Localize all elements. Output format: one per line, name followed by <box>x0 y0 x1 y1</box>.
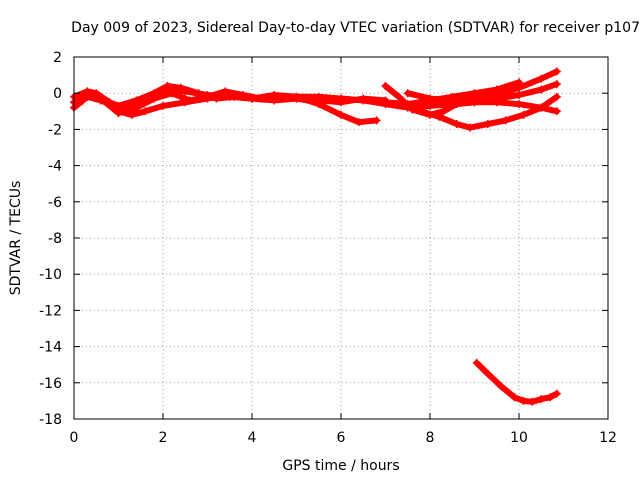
data-point <box>314 92 323 101</box>
y-tick-label: -18 <box>39 412 62 428</box>
data-point <box>292 92 301 101</box>
data-point <box>221 87 230 96</box>
data-point <box>448 96 457 105</box>
y-tick-label: 0 <box>53 86 62 102</box>
data-point <box>167 89 176 98</box>
data-point <box>552 80 561 89</box>
data-point <box>337 110 345 119</box>
data-point <box>96 94 105 103</box>
data-point <box>510 393 519 402</box>
y-axis-label: SDTVAR / TECUs <box>8 181 24 296</box>
data-point <box>501 116 510 125</box>
data-point <box>537 395 546 404</box>
data-point <box>439 107 448 116</box>
data-point <box>403 89 412 98</box>
y-tick-label: -10 <box>39 267 62 283</box>
data-point <box>515 83 523 92</box>
data-point <box>114 101 123 110</box>
data-point <box>239 91 248 100</box>
data-point <box>472 358 481 367</box>
data-point <box>359 96 368 105</box>
x-tick-label: 10 <box>510 430 528 446</box>
data-point <box>515 100 523 109</box>
chart-title: Day 009 of 2023, Sidereal Day-to-day VTE… <box>71 20 640 36</box>
data-point <box>394 92 403 101</box>
data-point <box>185 96 194 105</box>
data-point <box>163 81 172 90</box>
data-point <box>537 103 546 112</box>
series-group <box>70 67 561 406</box>
data-point <box>127 110 136 119</box>
data-point <box>519 396 528 405</box>
series-track-h <box>472 358 561 406</box>
x-tick-label: 0 <box>70 430 79 446</box>
data-point <box>381 81 390 90</box>
data-point <box>434 112 443 121</box>
data-point <box>150 94 159 103</box>
x-tick-label: 12 <box>599 430 617 446</box>
data-point <box>426 94 434 103</box>
data-point <box>515 91 523 100</box>
data-point <box>372 116 381 125</box>
data-point <box>132 96 141 105</box>
y-tick-label: -8 <box>48 231 62 247</box>
data-point <box>537 85 546 94</box>
y-tick-label: -12 <box>39 303 62 319</box>
x-axis-label: GPS time / hours <box>282 458 399 474</box>
y-tick-label: -2 <box>48 122 62 138</box>
series-track-g <box>403 67 561 105</box>
data-point <box>466 123 475 132</box>
data-point <box>176 83 185 92</box>
data-point <box>92 89 101 98</box>
data-point <box>141 107 150 116</box>
data-point <box>314 100 323 109</box>
data-point <box>483 119 492 128</box>
data-point <box>452 119 461 128</box>
y-tick-label: -16 <box>39 376 62 392</box>
data-point <box>354 118 363 127</box>
data-point <box>552 389 561 398</box>
data-point <box>483 369 492 378</box>
x-tick-label: 4 <box>248 430 257 446</box>
x-tick-label: 2 <box>159 430 168 446</box>
data-point <box>83 87 92 96</box>
data-point <box>132 103 141 112</box>
data-point <box>114 109 123 118</box>
data-point <box>552 92 561 101</box>
axis-ticks: 0 2 4 6 8 10 12 2 0 -2 -4 -6 -8 -10 -12 -14 -16 -18 <box>39 50 617 446</box>
data-point <box>78 96 87 105</box>
data-point <box>417 107 426 116</box>
data-point <box>274 92 283 101</box>
y-tick-label: -4 <box>48 159 62 175</box>
data-point <box>528 397 537 406</box>
x-tick-label: 6 <box>337 430 346 446</box>
data-point <box>203 92 212 101</box>
data-point <box>546 393 555 402</box>
data-point <box>552 107 561 116</box>
series-track-f <box>417 92 561 132</box>
data-point <box>519 110 528 119</box>
y-tick-label: 2 <box>53 50 62 66</box>
series-line <box>473 359 560 405</box>
x-tick-label: 8 <box>426 430 435 446</box>
data-point <box>408 105 417 114</box>
data-point <box>552 67 561 76</box>
data-point <box>337 94 345 103</box>
data-point <box>381 98 390 107</box>
data-point <box>470 94 479 103</box>
data-point <box>537 74 546 83</box>
data-point <box>256 94 265 103</box>
y-tick-label: -6 <box>48 195 62 211</box>
y-tick-label: -14 <box>39 340 62 356</box>
data-point <box>159 101 167 110</box>
data-point <box>497 382 506 391</box>
data-point <box>492 91 501 100</box>
